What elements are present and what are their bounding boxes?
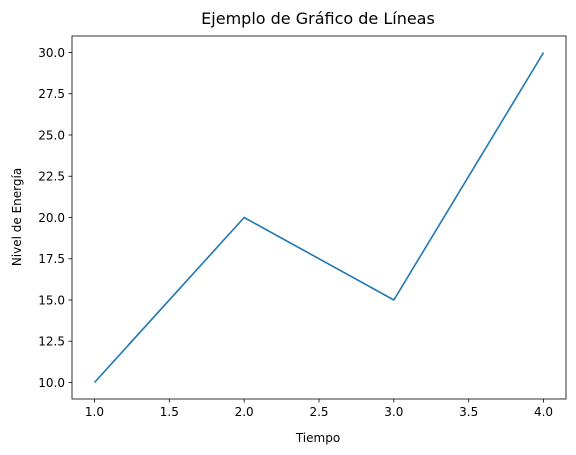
y-tick-label: 17.5 (38, 252, 65, 266)
y-tick-label: 25.0 (38, 128, 65, 142)
y-tick-label: 22.5 (38, 170, 65, 184)
x-tick-label: 3.5 (459, 405, 478, 419)
x-tick-label: 3.0 (384, 405, 403, 419)
y-tick-label: 15.0 (38, 293, 65, 307)
y-tick-label: 27.5 (38, 87, 65, 101)
y-tick-label: 30.0 (38, 46, 65, 60)
x-tick-label: 2.5 (309, 405, 328, 419)
y-tick-label: 12.5 (38, 335, 65, 349)
chart-title: Ejemplo de Gráfico de Líneas (201, 9, 435, 28)
plot-area (93, 52, 545, 384)
series-line (93, 52, 545, 384)
x-tick-label: 4.0 (534, 405, 553, 419)
x-axis: 1.0 1.5 2.0 2.5 3.0 3.5 4.0 (85, 399, 553, 419)
y-tick-label: 20.0 (38, 211, 65, 225)
y-axis-label: Nivel de Energía (10, 168, 24, 266)
x-axis-label: Tiempo (295, 431, 340, 445)
y-axis: 10.0 12.5 15.0 17.5 20.0 22.5 25.0 27.5 30.0 (38, 46, 72, 390)
x-tick-label: 2.0 (235, 405, 254, 419)
y-tick-label: 10.0 (38, 376, 65, 390)
x-tick-label: 1.5 (160, 405, 179, 419)
plot-frame (71, 35, 567, 400)
x-tick-label: 1.0 (85, 405, 104, 419)
